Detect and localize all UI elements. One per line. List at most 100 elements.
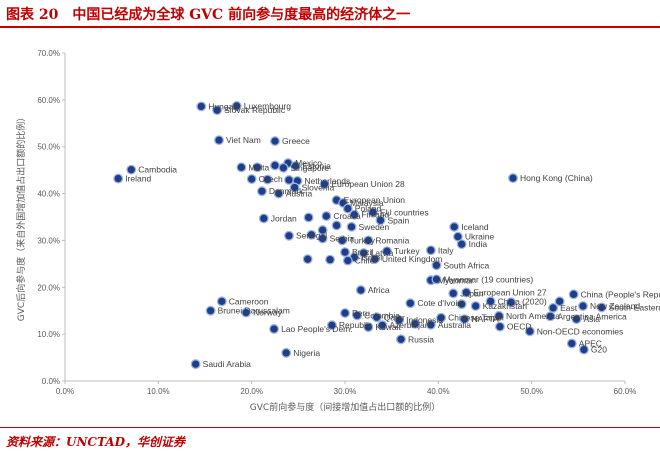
data-point-label: Viet Nam bbox=[226, 135, 261, 145]
data-point-label: Malaysia bbox=[350, 198, 384, 208]
data-point-label: North America bbox=[506, 311, 560, 321]
data-point-label: Myanmar (19 countries) bbox=[443, 274, 533, 284]
data-point-label: Lao People's Dem. bbox=[281, 324, 353, 334]
data-point-label: Kuwait bbox=[375, 322, 401, 332]
data-point bbox=[236, 162, 247, 173]
data-point bbox=[545, 311, 556, 322]
data-point bbox=[548, 302, 559, 313]
x-tick-label: 60.0% bbox=[614, 387, 637, 396]
data-point bbox=[352, 310, 363, 321]
data-point bbox=[578, 301, 588, 311]
data-point bbox=[578, 344, 589, 355]
data-point-label: Chinese Taipei bbox=[448, 313, 504, 323]
y-tick-label: 70.0% bbox=[37, 49, 60, 58]
x-tick-label: 10.0% bbox=[147, 387, 170, 396]
data-point-label: Peru bbox=[352, 308, 370, 318]
data-point-label: European Union 27 bbox=[473, 287, 547, 297]
data-point bbox=[326, 320, 337, 331]
data-point-label: G20 bbox=[591, 345, 607, 355]
data-point bbox=[355, 285, 366, 296]
data-point bbox=[342, 255, 353, 266]
data-point-label: Luxembourg bbox=[244, 101, 292, 111]
data-point bbox=[506, 297, 517, 308]
data-point bbox=[566, 338, 577, 349]
data-point-label: Denmark bbox=[269, 186, 304, 196]
data-point-label: Poland bbox=[355, 204, 382, 214]
data-point-label: East bbox=[560, 303, 578, 313]
data-point bbox=[284, 175, 294, 185]
x-tick-label: 30.0% bbox=[334, 387, 357, 396]
chart-axes: 0.0% 10.0% 20.0% 30.0% 40.0% 50.0% 60.0% 0.0% 10… bbox=[37, 49, 636, 396]
data-point-label: EU countries bbox=[380, 207, 429, 217]
data-point bbox=[431, 274, 442, 285]
data-point-label: NAFTA bbox=[471, 314, 499, 324]
data-point-label: OECD bbox=[507, 322, 532, 332]
data-point-label: South-Eastern bbox=[609, 302, 660, 312]
data-point bbox=[340, 247, 350, 258]
data-point bbox=[431, 260, 442, 271]
data-point bbox=[368, 207, 378, 218]
data-point bbox=[346, 221, 357, 232]
data-point-label: European Union 28 bbox=[331, 179, 405, 189]
data-point bbox=[281, 347, 292, 358]
data-point bbox=[571, 314, 582, 325]
data-point bbox=[456, 239, 467, 250]
data-point bbox=[205, 305, 216, 316]
data-point bbox=[331, 220, 342, 231]
data-point-label: European Union bbox=[344, 195, 406, 205]
data-point bbox=[317, 233, 328, 244]
data-point bbox=[321, 211, 332, 222]
data-point-label: Colombia bbox=[364, 310, 400, 320]
data-point-label: India bbox=[469, 239, 488, 249]
y-tick-label: 0.0% bbox=[42, 377, 60, 386]
data-point-label: Latvia bbox=[371, 248, 394, 258]
data-point bbox=[270, 160, 280, 171]
data-point-label: Malta bbox=[248, 162, 269, 172]
data-point bbox=[470, 301, 481, 311]
data-point bbox=[448, 288, 459, 299]
data-point bbox=[524, 326, 535, 337]
data-point-label: Singapore bbox=[290, 163, 329, 173]
data-point-label: Slovak Republic bbox=[224, 105, 286, 115]
data-point-label: Ireland bbox=[125, 174, 151, 184]
data-point-label: Greece bbox=[282, 136, 310, 146]
data-point bbox=[269, 324, 280, 334]
data-point bbox=[290, 160, 301, 171]
data-point-label: Australia bbox=[438, 320, 471, 330]
data-point-label: Brazil bbox=[352, 247, 373, 257]
data-point bbox=[461, 287, 472, 298]
data-point bbox=[363, 235, 374, 246]
data-point bbox=[303, 212, 314, 223]
data-point bbox=[371, 312, 382, 323]
data-point-label: Turkey bbox=[394, 246, 420, 256]
data-point-label: New Zealand bbox=[590, 301, 640, 311]
data-point bbox=[494, 321, 505, 332]
data-point bbox=[568, 289, 579, 300]
data-point bbox=[342, 203, 353, 214]
data-point bbox=[214, 135, 224, 146]
data-point-label: Israel bbox=[361, 252, 382, 262]
data-point bbox=[456, 299, 467, 310]
data-point-label: Indonesia bbox=[406, 315, 443, 325]
data-point-label: Africa bbox=[368, 285, 390, 295]
data-point bbox=[494, 310, 504, 321]
data-point bbox=[126, 164, 137, 175]
x-tick-label: 50.0% bbox=[520, 387, 543, 396]
data-point-label: Saudi Arabia bbox=[203, 359, 251, 369]
data-point-label: Estonia bbox=[303, 161, 332, 171]
data-point bbox=[216, 296, 227, 307]
data-point-label: Spain bbox=[387, 215, 409, 225]
data-point-label: Azerbaijan bbox=[389, 320, 429, 330]
data-point bbox=[554, 296, 565, 307]
data-point-label: Romania bbox=[375, 235, 409, 245]
data-point bbox=[369, 254, 380, 265]
chart-points bbox=[113, 100, 607, 370]
data-point-label: Austria bbox=[286, 189, 313, 199]
source-note: 资料来源：UNCTAD，华创证券 bbox=[6, 435, 185, 449]
y-axis-label: GVC后向参与度（来自外国增加值占出口额的比例） bbox=[15, 113, 27, 321]
data-point bbox=[425, 319, 436, 330]
data-point-label: Norway bbox=[253, 308, 283, 318]
data-point-label: Ukraine bbox=[465, 232, 495, 242]
data-point-label: Netherlands bbox=[304, 176, 350, 186]
data-point-label: APEC bbox=[579, 339, 602, 349]
